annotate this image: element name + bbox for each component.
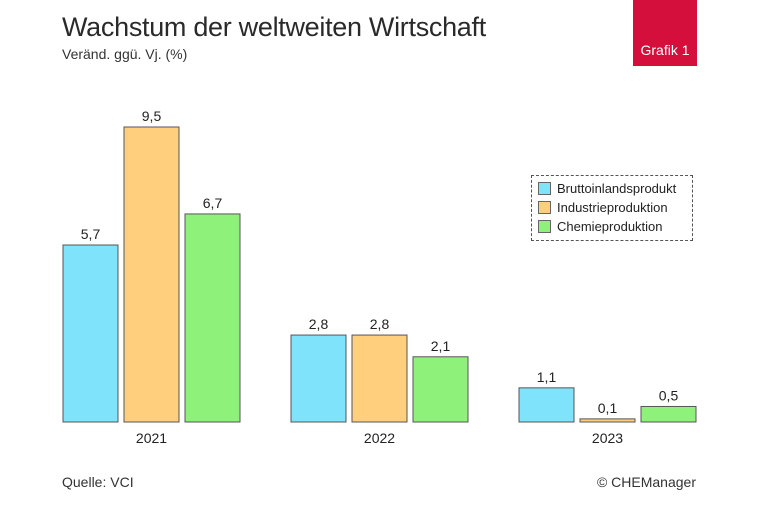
data-label-2022-1: 2,8 <box>370 316 390 332</box>
bar-2021-1 <box>123 126 180 423</box>
data-label-2023-2: 0,5 <box>659 387 679 403</box>
legend-swatch-chemie <box>538 220 551 233</box>
bar-2023-0 <box>518 387 575 423</box>
bar-2022-1 <box>351 334 408 423</box>
data-label-2021-1: 9,5 <box>142 108 162 124</box>
copyright-note: © CHEManager <box>596 474 696 490</box>
data-label-2023-0: 1,1 <box>537 369 557 385</box>
bar-2022-0 <box>290 334 347 423</box>
legend-label-industrie: Industrieproduktion <box>557 200 668 215</box>
legend-swatch-bip <box>538 182 551 195</box>
source-note: Quelle: VCI <box>62 474 134 490</box>
legend-swatch-industrie <box>538 201 551 214</box>
data-label-2021-0: 5,7 <box>81 226 101 242</box>
legend-item-bip: Bruttoinlandsprodukt <box>538 179 686 198</box>
data-label-2021-2: 6,7 <box>203 195 223 211</box>
legend-item-industrie: Industrieproduktion <box>538 198 686 217</box>
legend-label-chemie: Chemieproduktion <box>557 219 663 234</box>
chart-subtitle: Veränd. ggü. Vj. (%) <box>62 46 188 62</box>
chart-legend: Bruttoinlandsprodukt Industrieproduktion… <box>531 175 693 241</box>
figure-badge: Grafik 1 <box>633 0 697 66</box>
category-label-2023: 2023 <box>592 430 623 446</box>
data-label-2023-1: 0,1 <box>598 400 618 416</box>
legend-label-bip: Bruttoinlandsprodukt <box>557 181 677 196</box>
figure-badge-label: Grafik 1 <box>640 42 690 58</box>
category-label-2021: 2021 <box>136 430 167 446</box>
data-label-2022-2: 2,1 <box>431 338 451 354</box>
data-label-2022-0: 2,8 <box>309 316 329 332</box>
bar-2022-2 <box>412 356 469 423</box>
bar-2023-1 <box>579 418 636 423</box>
legend-item-chemie: Chemieproduktion <box>538 217 686 236</box>
chart-title: Wachstum der weltweiten Wirtschaft <box>62 12 486 42</box>
category-label-2022: 2022 <box>364 430 395 446</box>
bar-2021-0 <box>62 244 119 423</box>
bar-2021-2 <box>184 213 241 423</box>
bar-2023-2 <box>640 405 697 423</box>
